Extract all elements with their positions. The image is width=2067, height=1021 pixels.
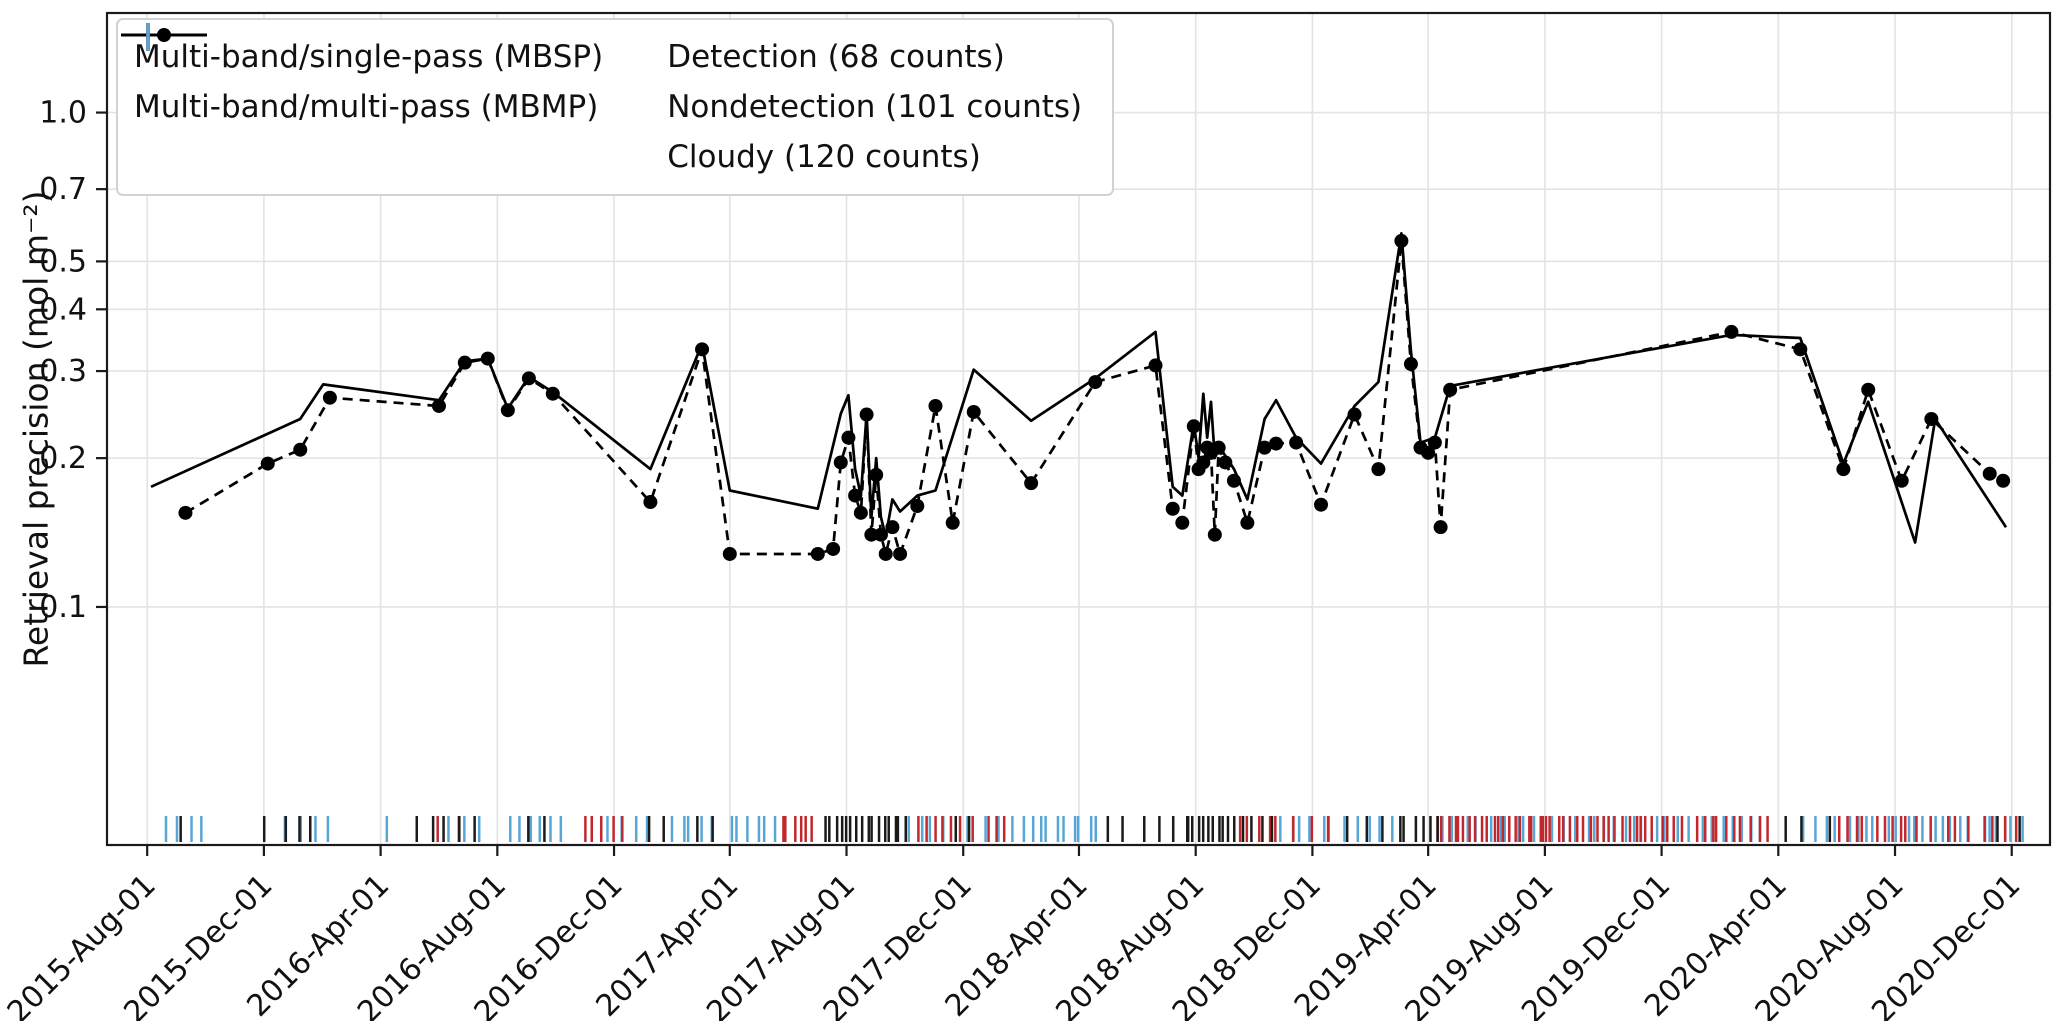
legend-label-mbsp: Multi-band/single-pass (MBSP) <box>134 39 604 75</box>
legend-col-lines: Multi-band/single-pass (MBSP) Multi-band… <box>121 28 604 132</box>
mbsp-marker <box>1207 527 1222 542</box>
rug-detection <box>179 816 2021 842</box>
mbsp-marker <box>1433 520 1448 535</box>
mbsp-marker <box>1289 435 1304 450</box>
mbsp-marker <box>1088 375 1103 390</box>
legend-label-mbmp: Multi-band/multi-pass (MBMP) <box>134 89 599 125</box>
mbsp-marker <box>945 515 960 530</box>
mbsp-marker <box>833 455 848 470</box>
legend-col-rug: Detection (68 counts) Nondetection (101 … <box>146 23 1083 182</box>
mbsp-marker <box>1421 445 1436 460</box>
mbsp-marker <box>966 404 981 419</box>
mbsp-marker <box>810 546 825 561</box>
mbsp-marker <box>1996 473 2011 488</box>
mbsp-marker <box>260 456 275 471</box>
mbmp-solid-line-icon <box>121 33 207 37</box>
mbsp-marker <box>1314 497 1329 512</box>
legend-label-detection: Detection (68 counts) <box>667 39 1005 75</box>
mbsp-marker <box>1165 501 1180 516</box>
legend-label-nondetection: Nondetection (101 counts) <box>667 89 1083 125</box>
axis-ticks: 0.10.20.30.40.50.71.02015-Aug-012015-Dec… <box>1 96 2028 1021</box>
y-tick-label: 0.1 <box>39 590 87 625</box>
mbsp-marker <box>1894 473 1909 488</box>
legend: Multi-band/single-pass (MBSP) Multi-band… <box>116 18 1115 196</box>
cloudy-tick-icon <box>146 23 150 51</box>
mbsp-marker <box>1024 476 1039 491</box>
series-mbsp <box>178 233 2011 561</box>
series-mbmp <box>150 231 2008 544</box>
mbsp-marker <box>1269 436 1284 451</box>
legend-item-mbmp: Multi-band/multi-pass (MBMP) <box>121 33 603 132</box>
mbsp-marker <box>293 442 308 457</box>
mbsp-marker <box>1371 462 1386 477</box>
mbsp-marker <box>722 546 737 561</box>
mbsp-marker <box>431 398 446 413</box>
mbsp-marker <box>1403 357 1418 372</box>
mbsp-marker <box>893 546 908 561</box>
y-tick-label: 0.7 <box>39 172 87 207</box>
mbsp-marker <box>826 541 841 556</box>
mbsp-marker <box>910 499 925 514</box>
mbsp-marker <box>322 390 337 405</box>
mbsp-marker <box>500 403 515 418</box>
y-tick-label: 0.3 <box>39 354 87 389</box>
y-tick-label: 0.4 <box>39 292 87 327</box>
legend-label-cloudy: Cloudy (120 counts) <box>667 139 981 175</box>
rug-nondetection <box>436 816 2018 842</box>
mbsp-marker <box>643 495 658 510</box>
mbsp-marker <box>928 398 943 413</box>
mbmp-line <box>150 231 2008 544</box>
mbsp-marker <box>1196 455 1211 470</box>
rug-marks <box>164 816 2024 842</box>
mbsp-marker <box>178 505 193 520</box>
y-tick-label: 1.0 <box>39 96 87 131</box>
y-tick-label: 0.5 <box>39 244 87 279</box>
mbsp-line <box>184 239 2004 556</box>
legend-item-nondetection: Nondetection (101 counts) <box>146 23 1083 132</box>
mbsp-marker <box>853 505 868 520</box>
mbsp-marker <box>864 527 879 542</box>
mbsp-marker <box>1861 382 1876 397</box>
legend-item-detection: Detection (68 counts) <box>146 23 1082 82</box>
mbsp-marker <box>1257 440 1272 455</box>
mbsp-marker <box>848 488 863 503</box>
mbsp-marker <box>1240 515 1255 530</box>
mbsp-marker <box>1175 515 1190 530</box>
mbsp-marker <box>1982 466 1997 481</box>
y-axis-label: Retrieval precision (mol m⁻²) <box>16 190 56 668</box>
mbsp-marker <box>1836 462 1851 477</box>
legend-item-cloudy: Cloudy (120 counts) <box>146 23 1082 182</box>
mbsp-marker <box>878 546 893 561</box>
y-tick-label: 0.2 <box>39 441 87 476</box>
